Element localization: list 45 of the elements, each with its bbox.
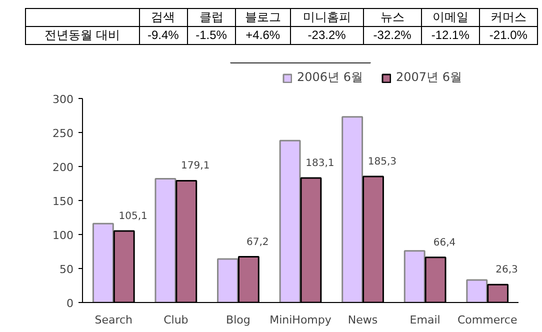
data-label: 179,1 bbox=[181, 160, 210, 172]
text: 뉴스 bbox=[363, 8, 422, 27]
text: -21.0% bbox=[479, 26, 538, 45]
y-tick-label: 50 bbox=[60, 263, 74, 276]
x-tick-label: MiniHompy bbox=[270, 314, 332, 326]
y-tick-label: 100 bbox=[52, 229, 74, 242]
y-tick-label: 250 bbox=[52, 127, 74, 140]
x-tick-label: Commerce bbox=[458, 314, 518, 326]
x-tick-label: Club bbox=[164, 314, 188, 326]
data-label: 185,3 bbox=[368, 156, 397, 168]
x-tick-label: Blog bbox=[226, 314, 250, 326]
text: 블로그 bbox=[235, 8, 290, 27]
data-label: 67,2 bbox=[246, 236, 269, 248]
data-label: 66,4 bbox=[433, 237, 456, 248]
text: -9.4% bbox=[139, 26, 188, 45]
data-label: 26,3 bbox=[496, 264, 518, 276]
y-tick-label: 0 bbox=[66, 297, 74, 310]
y-tick-label: 150 bbox=[52, 195, 74, 208]
data-label: 105,1 bbox=[118, 211, 148, 222]
x-tick-label: News bbox=[348, 314, 378, 326]
text: +4.6% bbox=[235, 26, 290, 45]
bar bbox=[404, 250, 426, 302]
bar bbox=[154, 178, 176, 302]
y-tick-label: 300 bbox=[52, 93, 74, 106]
bar bbox=[92, 222, 114, 302]
text: -23.2% bbox=[290, 26, 364, 45]
x-tick-label: Email bbox=[410, 314, 440, 326]
legend-label: 2007년 6월 bbox=[396, 69, 462, 86]
y-tick-label: 200 bbox=[52, 161, 74, 174]
text: 미니홈피 bbox=[290, 8, 364, 27]
text: -32.2% bbox=[363, 26, 422, 45]
text: 클럽 bbox=[187, 8, 236, 27]
bar bbox=[466, 279, 488, 302]
bar bbox=[342, 116, 364, 302]
bar bbox=[279, 140, 301, 302]
legend-label: 2006년 6월 bbox=[297, 69, 363, 86]
text: 커머스 bbox=[479, 8, 538, 27]
bar bbox=[217, 258, 238, 302]
text: -12.1% bbox=[421, 26, 480, 45]
text: 전년동월 대비 bbox=[26, 26, 140, 45]
text: 이메일 bbox=[421, 8, 480, 27]
text: 검색 bbox=[139, 8, 188, 27]
x-tick-label: Search bbox=[94, 314, 133, 326]
data-label: 183,1 bbox=[306, 158, 334, 169]
text: -1.5% bbox=[187, 26, 236, 45]
